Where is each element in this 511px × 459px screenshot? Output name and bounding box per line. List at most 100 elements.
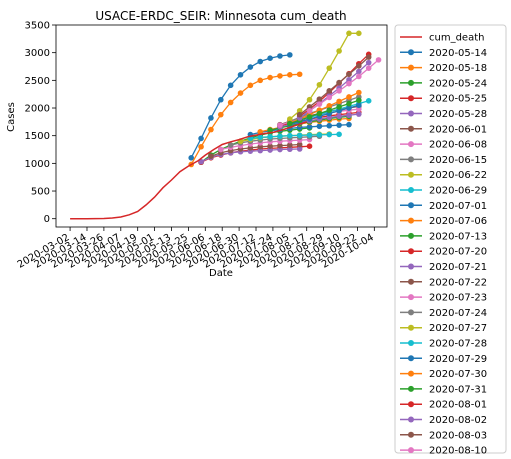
forecast-point [277,122,283,128]
forecast-point [346,94,352,100]
forecast-point [356,102,362,109]
forecast-point [316,96,323,102]
forecast-point [336,79,342,86]
legend-marker [408,385,414,392]
legend-marker [408,141,414,148]
forecast-point [247,82,254,89]
forecast-point [326,131,333,138]
forecast-point [227,82,234,89]
forecast-point [316,81,323,88]
legend-marker [408,355,414,362]
legend-marker [408,110,414,117]
legend-label: 2020-07-30 [429,369,487,380]
forecast-point [257,134,264,141]
legend-marker [408,248,414,255]
forecast-point [257,147,264,154]
forecast-point [326,88,333,94]
x-axis-label: Date [209,268,233,279]
legend-label: 2020-05-28 [429,109,487,120]
forecast-point [237,72,244,78]
forecast-point [346,112,352,119]
legend-label: 2020-07-06 [429,216,487,227]
forecast-point [356,73,362,80]
forecast-point [306,104,313,110]
forecast-point [336,122,342,128]
legend-label: 2020-08-01 [429,400,487,411]
forecast-point [346,80,352,87]
legend-label: 2020-06-29 [429,186,487,197]
forecast-point [208,115,214,121]
legend-label: 2020-07-29 [429,354,487,365]
legend-label: 2020-05-18 [429,63,487,74]
forecast-point [316,101,323,107]
forecast-point [287,146,293,153]
legend-marker [408,202,414,209]
legend-label: 2020-07-21 [429,262,487,273]
legend-marker [408,156,414,163]
forecast-point [365,65,372,71]
forecast-point [267,55,273,62]
forecast-point [267,143,273,149]
legend-marker [408,232,414,239]
legend-marker [408,370,414,377]
forecast-point [237,90,244,96]
forecast-point [277,142,283,149]
forecast-point [267,133,273,140]
legend-marker [408,431,414,438]
y-tick-label: 1000 [25,159,50,170]
forecast-point [287,132,293,139]
y-tick-label: 1500 [25,131,50,142]
legend-label: 2020-05-24 [429,78,487,89]
forecast-point [217,96,224,103]
forecast-line [220,138,310,151]
forecast-point [365,54,372,60]
forecast-point [296,132,303,139]
legend-marker [408,64,414,71]
legend-label: 2020-07-01 [429,201,487,212]
forecast-point [267,147,273,153]
forecast-point [306,107,313,114]
y-tick-label: 2000 [25,104,50,115]
forecast-line [230,135,320,146]
legend-label: cum_death [429,33,484,44]
forecast-point [306,132,313,138]
observed-line [70,121,307,220]
forecast-point [365,59,372,66]
legend-label: 2020-07-24 [429,308,487,319]
forecast-point [336,113,342,120]
forecast-point [346,105,352,111]
legend-marker [408,187,414,193]
forecast-point [316,110,323,117]
forecast-point [296,71,303,78]
legend-label: 2020-07-31 [429,384,487,395]
forecast-point [217,111,224,118]
legend-marker [408,95,414,102]
forecast-point [336,107,342,114]
legend-label: 2020-06-15 [429,155,487,166]
forecast-point [356,106,362,112]
x-axis-ticks: 2020-03-022020-03-142020-03-262020-04-07… [16,227,376,271]
y-axis-ticks: 0 500 1000 1500 2000 2500 3000 3500 [25,21,56,225]
legend-marker [408,294,414,301]
forecast-point [346,100,352,107]
forecast-point [277,146,283,153]
forecast-point [356,111,362,117]
forecast-point [326,107,333,114]
forecast-point [336,104,342,110]
forecast-point [257,129,264,135]
forecast-point [296,141,303,148]
forecast-point [326,122,333,129]
y-tick-label: 3500 [25,21,50,32]
forecast-point [247,64,254,70]
forecast-point [208,153,214,159]
forecast-point [336,131,342,138]
forecast-point [257,77,264,84]
forecast-point [375,57,382,63]
forecast-point [296,107,303,114]
forecast-point [287,52,293,58]
legend-marker [408,340,414,346]
legend-label: 2020-08-03 [429,430,487,441]
forecast-point [296,146,303,152]
forecast-point [287,142,293,148]
